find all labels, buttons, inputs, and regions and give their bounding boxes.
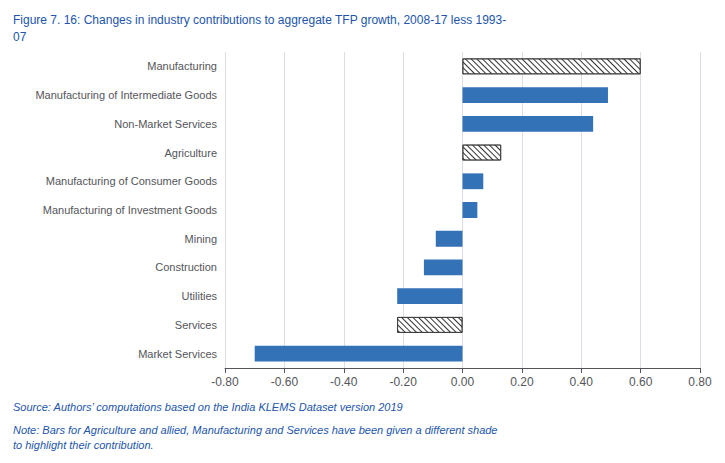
svg-text:Utilities: Utilities [182, 290, 218, 302]
svg-text:Construction: Construction [155, 261, 217, 273]
svg-text:0.40: 0.40 [570, 375, 594, 389]
svg-text:to highlight their contributio: to highlight their contribution. [13, 439, 154, 451]
svg-text:-0.20: -0.20 [389, 375, 417, 389]
svg-text:Manufacturing of Investment Go: Manufacturing of Investment Goods [43, 204, 218, 216]
svg-text:Non-Market Services: Non-Market Services [114, 118, 217, 130]
svg-text:Source: Authors’ computations: Source: Authors’ computations based on t… [13, 401, 403, 413]
svg-text:Figure 7. 16: Changes in indus: Figure 7. 16: Changes in industry contri… [13, 13, 506, 27]
svg-text:07: 07 [13, 30, 27, 44]
svg-text:Mining: Mining [185, 233, 217, 245]
svg-text:0.00: 0.00 [451, 375, 475, 389]
svg-text:Market Services: Market Services [138, 348, 217, 360]
svg-text:Manufacturing: Manufacturing [147, 60, 217, 72]
svg-text:Services: Services [175, 319, 218, 331]
svg-text:Agriculture: Agriculture [164, 147, 217, 159]
svg-text:0.60: 0.60 [629, 375, 653, 389]
svg-text:0.80: 0.80 [688, 375, 712, 389]
svg-text:-0.80: -0.80 [211, 375, 239, 389]
svg-text:-0.60: -0.60 [271, 375, 299, 389]
svg-text:Note: Bars for Agriculture and: Note: Bars for Agriculture and allied, M… [13, 424, 498, 436]
svg-text:Manufacturing of Intermediate: Manufacturing of Intermediate Goods [35, 89, 217, 101]
svg-text:0.20: 0.20 [510, 375, 534, 389]
svg-text:Manufacturing of Consumer Good: Manufacturing of Consumer Goods [46, 175, 218, 187]
svg-text:-0.40: -0.40 [330, 375, 358, 389]
